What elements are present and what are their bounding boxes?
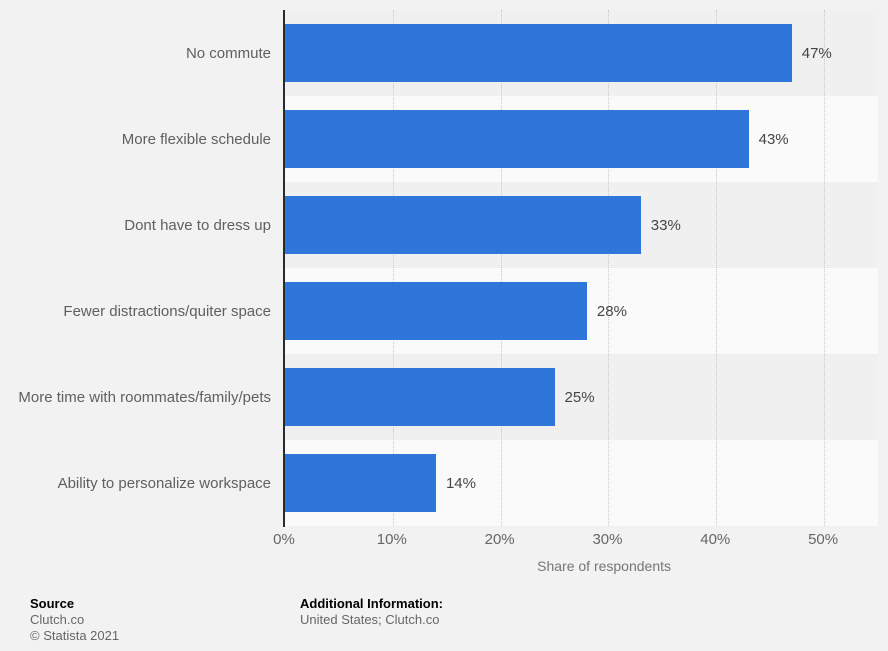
bar xyxy=(285,196,641,254)
bar xyxy=(285,368,555,426)
additional-info-heading: Additional Information: xyxy=(300,596,443,611)
x-tick-label: 50% xyxy=(808,531,839,548)
category-label: Dont have to dress up xyxy=(124,216,271,234)
source-name: Clutch.co xyxy=(30,612,85,627)
bar xyxy=(285,110,749,168)
y-axis-line xyxy=(283,10,285,527)
bar xyxy=(285,24,792,82)
bar-row: 14% xyxy=(285,440,878,526)
x-axis-label: Share of respondents xyxy=(537,558,671,574)
category-label: More flexible schedule xyxy=(121,130,271,148)
gridline xyxy=(824,10,826,526)
additional-info-value: United States; Clutch.co xyxy=(300,612,440,627)
additional-info-block: Additional Information: United States; C… xyxy=(300,595,443,628)
plot-area: 47% 43% 33% 28% 25% 14% xyxy=(285,10,878,526)
bar-row: 33% xyxy=(285,182,878,268)
bar-row: 43% xyxy=(285,96,878,182)
x-tick-label: 10% xyxy=(376,531,407,548)
x-tick-label: 0% xyxy=(273,531,295,548)
value-label: 25% xyxy=(564,388,595,406)
value-label: 33% xyxy=(650,216,681,234)
gridline xyxy=(608,10,610,526)
source-block: Source Clutch.co © Statista 2021 xyxy=(30,595,119,644)
value-label: 43% xyxy=(758,130,789,148)
category-label: No commute xyxy=(185,44,271,62)
category-label: More time with roommates/family/pets xyxy=(18,388,271,406)
bar-row: 25% xyxy=(285,354,878,440)
copyright-notice: © Statista 2021 xyxy=(30,628,120,643)
category-label: Ability to personalize workspace xyxy=(57,474,271,492)
bar xyxy=(285,454,436,512)
x-tick-label: 40% xyxy=(700,531,731,548)
x-tick-label: 30% xyxy=(592,531,623,548)
bar-row: 28% xyxy=(285,268,878,354)
source-heading: Source xyxy=(30,596,75,611)
gridline xyxy=(392,10,394,526)
gridline xyxy=(716,10,718,526)
x-tick-label: 20% xyxy=(484,531,515,548)
category-axis: No commute More flexible schedule Dont hav… xyxy=(0,10,271,526)
x-axis-ticks: 0% 10% 20% 30% 40% 50% xyxy=(0,531,888,549)
bar-row: 47% xyxy=(285,10,878,96)
gridline xyxy=(500,10,502,526)
value-label: 47% xyxy=(801,44,832,62)
bar xyxy=(285,282,587,340)
value-label: 28% xyxy=(596,302,627,320)
category-label: Fewer distractions/quiter space xyxy=(63,302,271,320)
value-label: 14% xyxy=(445,474,476,492)
